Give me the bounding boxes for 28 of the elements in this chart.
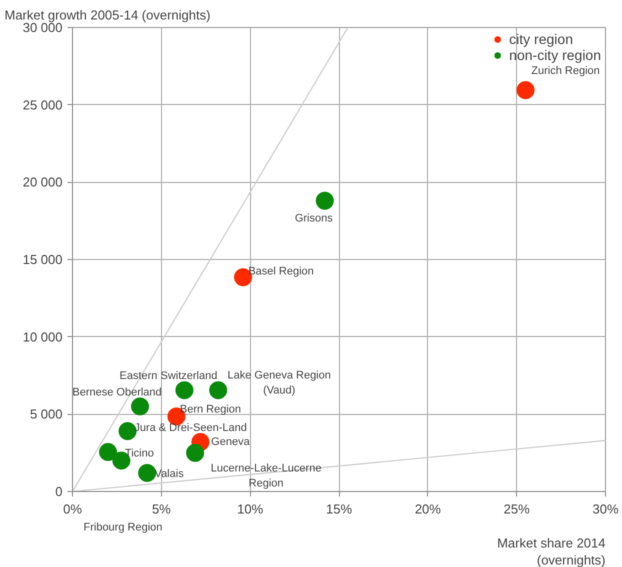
annotation: Lucerne-Lake-Lucerne Region (210, 462, 322, 490)
legend-label: city region (509, 31, 573, 47)
x-tick-label: 15% (326, 502, 352, 516)
x-axis-title: Market share 2014 (overnights) (497, 536, 606, 567)
x-tick-label: 0% (63, 502, 82, 516)
y-tick-label: 25 000 (22, 97, 63, 112)
y-tick-label: 5 000 (30, 406, 63, 422)
x-tick-label: 5% (152, 502, 172, 516)
annotation: Geneva (211, 436, 251, 448)
annotation: Grisons (294, 212, 334, 225)
y-tick-label: 0 (55, 484, 63, 499)
y-tick-label: 10 000 (22, 329, 63, 344)
legend-label: non-city region (509, 47, 601, 63)
x-tick-label: 10% (237, 502, 264, 516)
x-tick-label: 30% (592, 502, 619, 516)
annotation: Eastern Switzerland (120, 370, 218, 382)
x-tick-label: 25% (504, 502, 530, 516)
text: Fribourg Region (84, 522, 162, 534)
annotation: Ticino (124, 448, 154, 460)
y-tick-label: 20 000 (22, 174, 63, 190)
annotation: Lake Geneva Region (Vaud) (228, 370, 331, 397)
y-axis-title: Market growth 2005-14 (overnights) (4, 8, 210, 22)
annotation: Bern Region (180, 403, 242, 416)
annotation: Zurich Region (531, 65, 600, 78)
y-tick-label: 15 000 (22, 252, 63, 267)
annotation: Bernese Oberland (72, 386, 162, 398)
x-tick-label: 20% (414, 502, 442, 516)
annotation: Basel Region (248, 265, 314, 278)
